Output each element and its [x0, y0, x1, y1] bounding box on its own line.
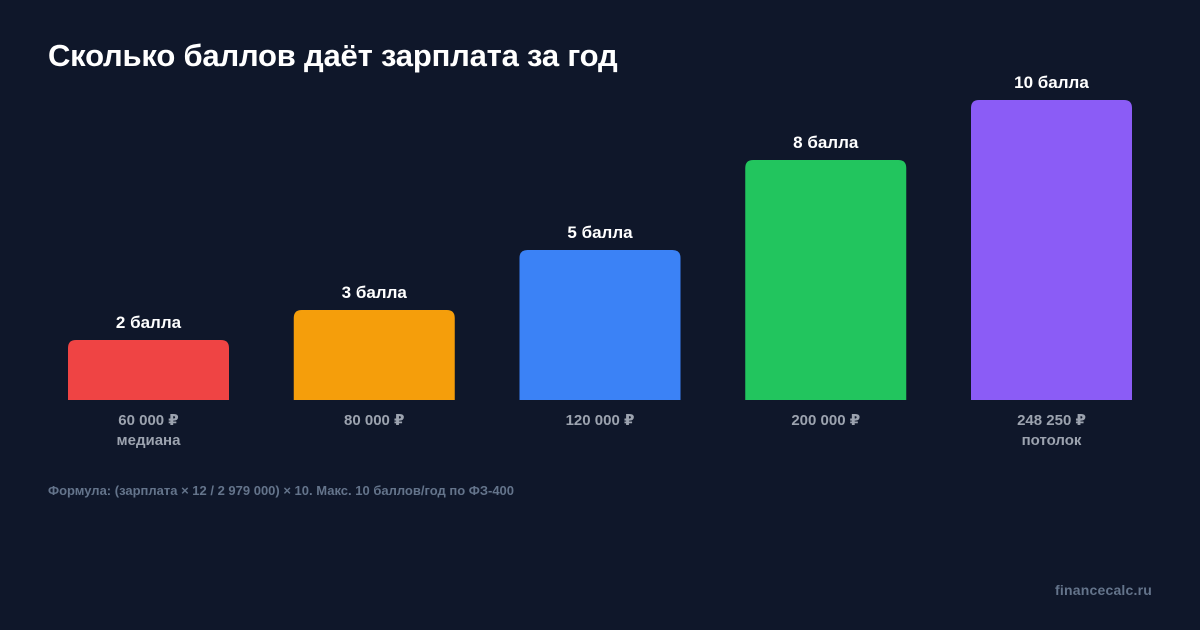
category-note-label: медиана: [117, 432, 182, 449]
bar: [68, 340, 229, 400]
bar: [519, 250, 681, 400]
bar-value-label: 10 балла: [1014, 73, 1089, 92]
bar-value-label: 2 балла: [116, 313, 182, 332]
bar: [293, 310, 455, 400]
bar-value-label: 5 балла: [567, 223, 633, 242]
category-note-label: потолок: [1022, 432, 1082, 449]
category-label: 248 250 ₽: [1017, 412, 1086, 429]
formula-footnote: Формула: (зарплата × 12 / 2 979 000) × 1…: [48, 483, 515, 498]
bar-value-label: 8 балла: [793, 133, 859, 152]
bar: [971, 100, 1132, 400]
bar: [745, 160, 907, 400]
category-label: 60 000 ₽: [118, 412, 178, 429]
bar-value-label: 3 балла: [342, 283, 408, 302]
category-label: 80 000 ₽: [344, 412, 404, 429]
chart-title: Сколько баллов даёт зарплата за год: [48, 38, 618, 73]
category-label: 120 000 ₽: [566, 412, 635, 429]
watermark: financecalc.ru: [1055, 582, 1152, 598]
category-label: 200 000 ₽: [791, 412, 860, 429]
